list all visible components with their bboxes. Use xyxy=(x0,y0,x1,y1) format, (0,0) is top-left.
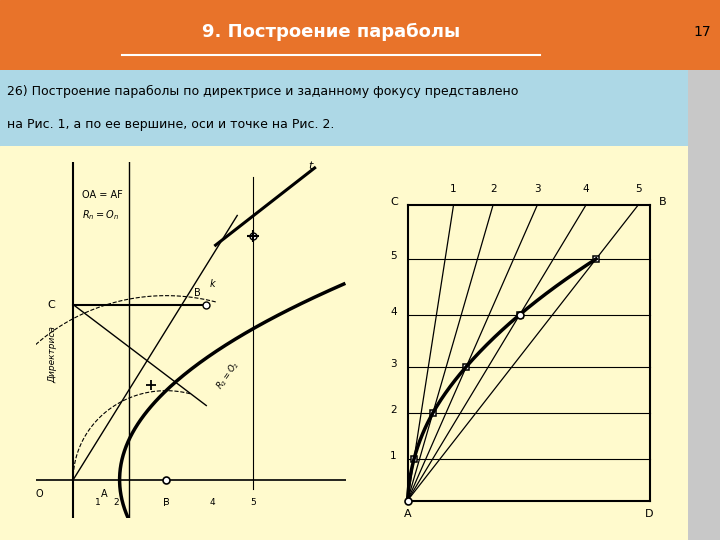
Text: 17: 17 xyxy=(694,25,711,38)
Text: 4: 4 xyxy=(210,498,215,507)
Text: $R_2=O_2$: $R_2=O_2$ xyxy=(214,359,242,393)
Text: OA = AF: OA = AF xyxy=(82,190,123,200)
Text: 3: 3 xyxy=(390,359,397,369)
Text: Директриса: Директриса xyxy=(48,327,58,383)
Text: 3: 3 xyxy=(163,498,169,507)
Text: 1: 1 xyxy=(450,184,457,194)
Text: 5: 5 xyxy=(250,498,256,507)
Text: 5: 5 xyxy=(635,184,642,194)
Text: 9. Построение параболы: 9. Построение параболы xyxy=(202,23,460,40)
Text: 26) Построение параболы по директрисе и заданному фокусу представлено: 26) Построение параболы по директрисе и … xyxy=(7,85,518,98)
Text: B: B xyxy=(194,288,201,298)
Text: 5: 5 xyxy=(390,251,397,261)
Text: A: A xyxy=(101,489,107,499)
Text: B: B xyxy=(659,197,666,207)
Text: 1: 1 xyxy=(390,451,397,461)
Text: на Рис. 1, а по ее вершине, оси и точке на Рис. 2.: на Рис. 1, а по ее вершине, оси и точке … xyxy=(7,118,334,131)
Text: t: t xyxy=(308,161,312,171)
Text: A: A xyxy=(404,509,411,518)
Text: k: k xyxy=(210,279,215,289)
Text: 2: 2 xyxy=(114,498,120,507)
Text: D: D xyxy=(645,509,654,518)
Text: 3: 3 xyxy=(534,184,541,194)
Text: 4: 4 xyxy=(390,307,397,316)
Text: 2: 2 xyxy=(390,405,397,415)
Text: 4: 4 xyxy=(582,184,590,194)
Text: C: C xyxy=(48,300,55,309)
Text: 1: 1 xyxy=(95,498,101,507)
Text: 2: 2 xyxy=(490,184,497,194)
Text: $R_n = O_n$: $R_n = O_n$ xyxy=(82,208,120,222)
Text: O: O xyxy=(35,489,43,499)
Text: C: C xyxy=(390,197,398,207)
Text: F: F xyxy=(163,498,169,508)
